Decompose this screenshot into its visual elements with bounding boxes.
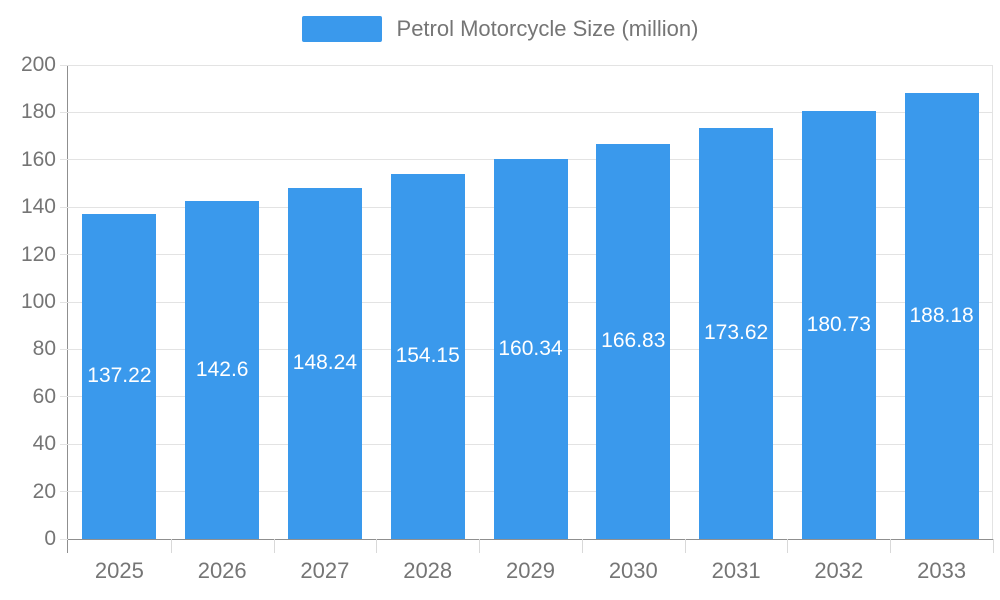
x-axis-label: 2028 (403, 558, 453, 583)
gridline (68, 111, 993, 113)
y-tick (60, 111, 68, 113)
x-axis-label: 2031 (711, 558, 761, 583)
y-axis-label: 60 (32, 384, 56, 408)
bar-value-label: 188.18 (909, 304, 974, 327)
x-axis-line (68, 539, 993, 540)
x-axis-label: 2032 (814, 558, 864, 583)
y-tick (60, 538, 68, 540)
y-axis-label: 40 (32, 432, 56, 456)
bar-value-label: 166.83 (601, 329, 666, 353)
y-axis-label: 140 (20, 195, 56, 219)
bar-value-label: 137.22 (87, 364, 152, 388)
x-tick (581, 539, 583, 553)
x-tick (273, 539, 275, 553)
x-tick (684, 539, 686, 553)
bar-value-label: 180.73 (806, 312, 871, 336)
y-tick (60, 64, 68, 66)
y-axis-label: 180 (20, 100, 56, 124)
y-axis-label: 160 (20, 147, 56, 171)
legend[interactable]: Petrol Motorcycle Size (million) (0, 16, 1000, 42)
y-tick (60, 159, 68, 161)
gridline (68, 64, 993, 66)
bar-value-label: 148.24 (292, 351, 357, 375)
x-tick (993, 539, 994, 553)
y-axis-label: 100 (20, 290, 56, 313)
bar-value-label: 142.6 (195, 358, 249, 381)
x-axis-label: 2029 (506, 558, 555, 583)
y-tick (60, 491, 68, 493)
x-tick (479, 539, 481, 553)
y-axis-line (67, 65, 68, 553)
bar: 160.34 (493, 159, 568, 539)
x-axis-label: 2030 (608, 558, 658, 583)
bar: 173.62 (699, 127, 774, 539)
y-axis-label: 200 (20, 53, 56, 76)
bar: 148.24 (287, 187, 362, 539)
bar: 142.6 (185, 201, 260, 539)
x-axis-label: 2027 (300, 558, 350, 583)
y-axis-label: 0 (44, 527, 56, 550)
y-tick (60, 206, 68, 208)
bar: 166.83 (596, 143, 671, 539)
x-axis-label: 2026 (197, 558, 247, 583)
y-axis-label: 120 (20, 242, 56, 266)
legend-label: Petrol Motorcycle Size (million) (396, 16, 699, 41)
y-tick (60, 396, 68, 398)
y-tick (60, 443, 68, 445)
bar: 188.18 (904, 93, 979, 539)
legend-swatch (301, 16, 382, 42)
bar: 180.73 (801, 110, 876, 539)
y-axis-label: 80 (32, 337, 56, 361)
bar-value-label: 173.62 (703, 321, 769, 345)
y-tick (60, 301, 68, 303)
bar: 154.15 (390, 173, 465, 539)
bar: 137.22 (82, 213, 157, 539)
bar-value-label: 160.34 (498, 337, 563, 360)
bar-value-label: 154.15 (395, 344, 460, 368)
x-tick (170, 539, 172, 553)
y-tick (60, 254, 68, 256)
y-tick (60, 348, 68, 350)
x-tick (787, 539, 789, 553)
x-axis-label: 2025 (94, 558, 144, 583)
x-axis-label: 2033 (917, 558, 967, 583)
x-tick (376, 539, 378, 553)
x-tick (890, 539, 892, 553)
y-axis-label: 20 (32, 479, 56, 503)
